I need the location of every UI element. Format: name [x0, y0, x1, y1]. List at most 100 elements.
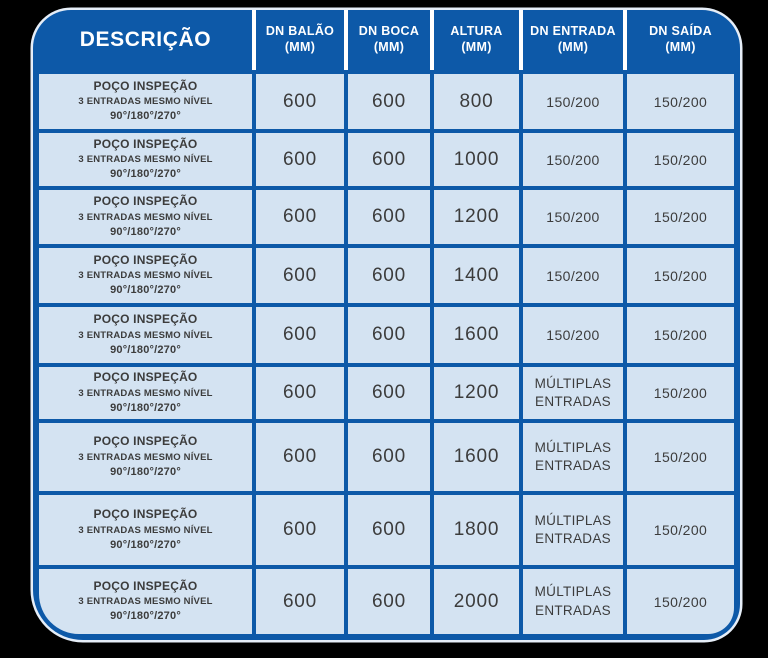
description-line: POÇO INSPEÇÃO [93, 136, 198, 151]
column-header-label: DESCRIÇÃO [79, 28, 212, 51]
cell-dn-boca: 600 [348, 569, 430, 634]
description-line: 90°/180°/270° [110, 284, 181, 297]
cell-dn-boca: 600 [348, 248, 430, 303]
table-header-row: DESCRIÇÃO DN BALÃO (MM) DN BOCA (MM) ALT… [33, 10, 740, 70]
cell-altura: 1000 [434, 133, 519, 186]
description-line: 90°/180°/270° [110, 343, 181, 356]
cell-altura: 2000 [434, 569, 519, 634]
cell-altura: 800 [434, 74, 519, 129]
cell-dn-entrada: MÚLTIPLAS ENTRADAS [523, 495, 623, 565]
column-header-label: DN SAÍDA [649, 24, 712, 39]
description-line: 90°/180°/270° [110, 401, 181, 414]
cell-dn-saida: 150/200 [627, 569, 734, 634]
description-line: POÇO INSPEÇÃO [93, 434, 198, 449]
cell-altura: 1600 [434, 307, 519, 363]
cell-dn-saida: 150/200 [627, 367, 734, 419]
cell-altura: 1400 [434, 248, 519, 303]
column-header-dn-boca: DN BOCA (MM) [344, 10, 430, 70]
table-body: POÇO INSPEÇÃO 3 ENTRADAS MESMO NÍVEL 90°/1… [33, 70, 740, 640]
description-line: POÇO INSPEÇÃO [93, 370, 198, 385]
cell-dn-entrada: 150/200 [523, 133, 623, 186]
cell-dn-saida: 150/200 [627, 133, 734, 186]
cell-dn-boca: 600 [348, 367, 430, 419]
cell-descricao: POÇO INSPEÇÃO 3 ENTRADAS MESMO NÍVEL 90°/1… [39, 423, 252, 491]
cell-altura: 1200 [434, 367, 519, 419]
cell-descricao: POÇO INSPEÇÃO 3 ENTRADAS MESMO NÍVEL 90°/1… [39, 495, 252, 565]
cell-dn-entrada: MÚLTIPLAS ENTRADAS [523, 569, 623, 634]
spec-table-card: DESCRIÇÃO DN BALÃO (MM) DN BOCA (MM) ALT… [33, 10, 740, 640]
description-line: 3 ENTRADAS MESMO NÍVEL [78, 154, 213, 166]
cell-dn-balao: 600 [256, 133, 344, 186]
description-line: 90°/180°/270° [110, 168, 181, 181]
column-header-unit: (MM) [461, 40, 492, 54]
cell-dn-entrada: MÚLTIPLAS ENTRADAS [523, 367, 623, 419]
cell-dn-boca: 600 [348, 133, 430, 186]
cell-dn-balao: 600 [256, 248, 344, 303]
cell-descricao: POÇO INSPEÇÃO 3 ENTRADAS MESMO NÍVEL 90°/1… [39, 190, 252, 244]
cell-descricao: POÇO INSPEÇÃO 3 ENTRADAS MESMO NÍVEL 90°/1… [39, 367, 252, 419]
column-header-altura: ALTURA (MM) [430, 10, 519, 70]
cell-dn-saida: 150/200 [627, 190, 734, 244]
description-line: 3 ENTRADAS MESMO NÍVEL [78, 96, 213, 108]
cell-descricao: POÇO INSPEÇÃO 3 ENTRADAS MESMO NÍVEL 90°/1… [39, 248, 252, 303]
cell-dn-entrada: 150/200 [523, 248, 623, 303]
cell-dn-balao: 600 [256, 569, 344, 634]
description-line: 3 ENTRADAS MESMO NÍVEL [78, 524, 213, 536]
cell-altura: 1800 [434, 495, 519, 565]
description-line: 3 ENTRADAS MESMO NÍVEL [78, 387, 213, 399]
cell-dn-saida: 150/200 [627, 423, 734, 491]
cell-descricao: POÇO INSPEÇÃO 3 ENTRADAS MESMO NÍVEL 90°/1… [39, 569, 252, 634]
column-header-unit: (MM) [557, 40, 589, 54]
cell-dn-balao: 600 [256, 367, 344, 419]
cell-descricao: POÇO INSPEÇÃO 3 ENTRADAS MESMO NÍVEL 90°/1… [39, 133, 252, 186]
description-line: 90°/180°/270° [110, 110, 181, 123]
column-header-unit: (MM) [665, 40, 696, 54]
description-line: 3 ENTRADAS MESMO NÍVEL [78, 596, 213, 608]
description-line: 3 ENTRADAS MESMO NÍVEL [78, 270, 213, 282]
column-header-dn-balao: DN BALÃO (MM) [252, 10, 344, 70]
cell-dn-entrada: 150/200 [523, 190, 623, 244]
column-header-dn-entrada: DN ENTRADA (MM) [519, 10, 623, 70]
column-header-label: DN BALÃO [265, 24, 335, 39]
cell-dn-saida: 150/200 [627, 495, 734, 565]
description-line: 90°/180°/270° [110, 610, 181, 623]
description-line: POÇO INSPEÇÃO [93, 252, 198, 267]
cell-dn-boca: 600 [348, 190, 430, 244]
description-line: 3 ENTRADAS MESMO NÍVEL [78, 451, 213, 463]
description-line: 3 ENTRADAS MESMO NÍVEL [78, 329, 213, 341]
description-line: 90°/180°/270° [110, 225, 181, 238]
description-line: POÇO INSPEÇÃO [93, 78, 198, 93]
column-header-dn-saida: DN SAÍDA (MM) [623, 10, 734, 70]
cell-dn-balao: 600 [256, 74, 344, 129]
cell-dn-boca: 600 [348, 74, 430, 129]
cell-descricao: POÇO INSPEÇÃO 3 ENTRADAS MESMO NÍVEL 90°/1… [39, 74, 252, 129]
cell-dn-balao: 600 [256, 495, 344, 565]
description-line: POÇO INSPEÇÃO [93, 507, 198, 522]
description-line: POÇO INSPEÇÃO [93, 194, 198, 209]
cell-dn-entrada: MÚLTIPLAS ENTRADAS [523, 423, 623, 491]
description-line: 90°/180°/270° [110, 465, 181, 478]
description-line: 90°/180°/270° [110, 538, 181, 551]
cell-dn-saida: 150/200 [627, 248, 734, 303]
cell-altura: 1600 [434, 423, 519, 491]
column-header-descricao: DESCRIÇÃO [39, 10, 252, 70]
column-header-label: DN BOCA [358, 24, 420, 39]
cell-dn-balao: 600 [256, 423, 344, 491]
description-line: POÇO INSPEÇÃO [93, 312, 198, 327]
cell-dn-balao: 600 [256, 307, 344, 363]
column-header-unit: (MM) [284, 40, 316, 54]
cell-descricao: POÇO INSPEÇÃO 3 ENTRADAS MESMO NÍVEL 90°/1… [39, 307, 252, 363]
cell-dn-saida: 150/200 [627, 74, 734, 129]
column-header-label: DN ENTRADA [530, 24, 616, 39]
cell-dn-boca: 600 [348, 495, 430, 565]
column-header-unit: (MM) [373, 40, 405, 54]
description-line: 3 ENTRADAS MESMO NÍVEL [78, 211, 213, 223]
description-line: POÇO INSPEÇÃO [93, 578, 198, 593]
cell-dn-boca: 600 [348, 423, 430, 491]
cell-dn-saida: 150/200 [627, 307, 734, 363]
cell-dn-balao: 600 [256, 190, 344, 244]
cell-dn-boca: 600 [348, 307, 430, 363]
cell-dn-entrada: 150/200 [523, 307, 623, 363]
cell-altura: 1200 [434, 190, 519, 244]
